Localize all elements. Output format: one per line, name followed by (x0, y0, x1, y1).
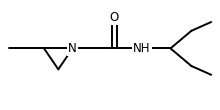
Text: O: O (110, 11, 119, 24)
Text: NH: NH (133, 42, 151, 55)
Text: N: N (68, 42, 77, 55)
